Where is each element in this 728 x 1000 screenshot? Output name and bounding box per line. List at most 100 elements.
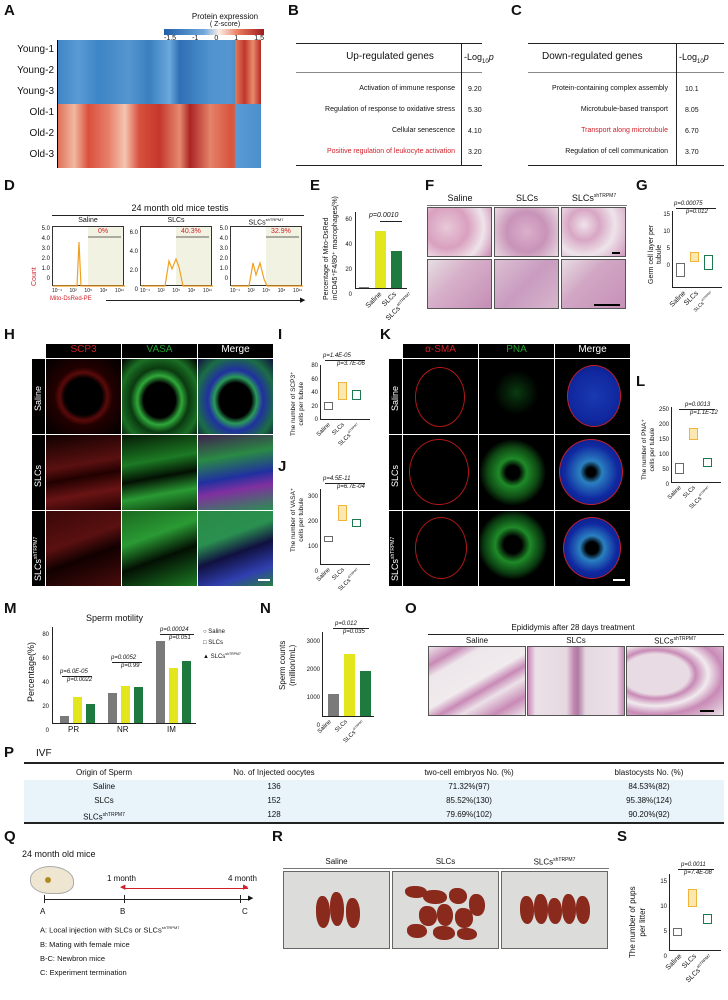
arrow-left-icon: ◀ (120, 884, 126, 891)
column-label: SLCsshTRPM7 (561, 193, 627, 203)
y-label-line: Germ cell layer per (648, 224, 655, 284)
row-label: SLCs (390, 464, 400, 487)
sig-bar (62, 676, 92, 677)
tick: -1.5 (164, 35, 177, 42)
y-axis-label: Percentage(%) (26, 641, 36, 702)
row-name: SLCs (390, 558, 400, 581)
tick: 10⁸ (99, 288, 108, 294)
sig-bar (325, 483, 365, 484)
tick: 5.0 (41, 226, 50, 232)
tick: 80 (42, 632, 49, 638)
if-image-scp3-shtrpm7 (46, 511, 121, 586)
go-term: Activation of immune response (359, 85, 455, 92)
panel-label-i: I (278, 326, 283, 343)
tick: 10 (663, 229, 670, 235)
y-axis-label: The number of SCP3⁺ cells per tubule (290, 372, 306, 437)
column-label: Saline (465, 636, 489, 645)
channel-label: SCP3 (46, 344, 121, 358)
box-shtrpm7 (352, 390, 361, 400)
y-ticks: 5.0 4.0 3.0 2.0 1.0 0 (216, 224, 228, 284)
flow-plot-saline: 0% (52, 226, 125, 287)
row-label-box: SLCsshTRPM7 (32, 511, 45, 586)
tick: 10⁸ (277, 288, 286, 294)
box-slcs (338, 382, 347, 400)
cat: SLCs (684, 967, 703, 985)
y-ticks: 15 10 5 0 (657, 870, 667, 970)
title-rule (428, 634, 724, 635)
timeline-mark: 4 month (228, 874, 257, 883)
he-image-epididymis-saline (428, 646, 526, 716)
row-label: Old-3 (29, 149, 54, 160)
tick: 0 (665, 482, 669, 488)
if-image-pna-saline (479, 359, 554, 434)
box-shtrpm7 (352, 519, 361, 527)
column-rule (427, 205, 627, 206)
tubule-outline (415, 517, 467, 579)
tick: 10⁻¹ (230, 288, 240, 294)
panel-label-r: R (272, 828, 283, 845)
pup (407, 924, 427, 938)
square-icon: □ (203, 640, 207, 646)
if-image-merge-shtrpm7 (198, 511, 273, 586)
col-sup: shTRPM7 (553, 857, 576, 863)
col-sup: shTRPM7 (673, 636, 696, 642)
sig-bar (333, 628, 369, 629)
panel-label-h: H (4, 326, 15, 343)
p-value: p=0.0022 (67, 677, 93, 683)
table-cell: 79.69%(102) (446, 810, 492, 819)
y-ticks: 80 60 40 20 0 (310, 360, 318, 428)
column-rule (283, 868, 609, 869)
p-value: p=4.5E-11 (323, 476, 351, 482)
plot-name: SLCs (167, 217, 185, 224)
scale-bar (612, 252, 620, 254)
colorbar (164, 29, 264, 35)
tick: 0 (224, 276, 228, 282)
pup (316, 896, 330, 928)
panel-label-a: A (4, 2, 15, 19)
panel-label-l: L (636, 373, 646, 390)
circle-icon: ○ (203, 629, 207, 635)
tick: 60 (311, 376, 318, 383)
tick: 5 (666, 246, 670, 252)
column-label: SLCsshTRPM7 (626, 636, 724, 646)
group-label: IM (167, 725, 176, 734)
col-name: SLCs (571, 193, 594, 203)
if-image-asma-shtrpm7 (403, 511, 478, 586)
tick: 15 (660, 879, 667, 885)
box-saline (675, 463, 684, 474)
pup (548, 898, 562, 924)
tick: 10 (660, 904, 667, 910)
tick: 0 (666, 263, 670, 269)
tick: 0 (45, 728, 49, 734)
cat-sup: shTRPM7 (695, 953, 712, 970)
if-image-merge-shtrpm7 (555, 511, 630, 586)
table-cell: SLCsshTRPM7 (24, 808, 184, 825)
panel-label-k: K (380, 326, 391, 343)
y-axis-label: Sperm counts (million/mL) (278, 641, 298, 690)
row-label: Saline (33, 385, 43, 411)
flow-plot-title: Saline (52, 217, 124, 224)
table-cell: 84.53%(82) (628, 782, 670, 791)
he-image-shtrpm7-high (561, 259, 626, 309)
he-image-epididymis-shtrpm7 (626, 646, 724, 716)
he-image-slcs-high (494, 259, 559, 309)
tick: 20 (345, 267, 352, 273)
panel-label-f: F (425, 177, 435, 194)
table-header-term: Up-regulated genes (346, 51, 434, 62)
x-axis (52, 723, 196, 724)
cat-sup: shTRPM7 (346, 567, 359, 580)
box-saline (673, 928, 682, 936)
y-label-line: The number of pups (628, 886, 637, 958)
go-term: Regulation of response to oxidative stre… (325, 106, 455, 113)
scale-bar (613, 579, 625, 581)
arrow-right-icon: ▶ (243, 884, 249, 891)
scale-bar (594, 304, 620, 306)
gate-percentage: 40.3% (181, 228, 201, 235)
tick: 1.0 (219, 266, 228, 272)
y-ticks: 6.0 4.0 2.0 0 (126, 224, 138, 300)
box-shtrpm7 (704, 255, 713, 270)
y-label-line: inCD45⁺F4/80⁺ macrophages(%) (332, 196, 339, 300)
y-axis-label: Percentage of Mito-DsRed inCD45⁺F4/80⁺ ma… (322, 196, 340, 300)
tick: 20 (311, 403, 318, 410)
cat: SLCs (337, 432, 353, 448)
